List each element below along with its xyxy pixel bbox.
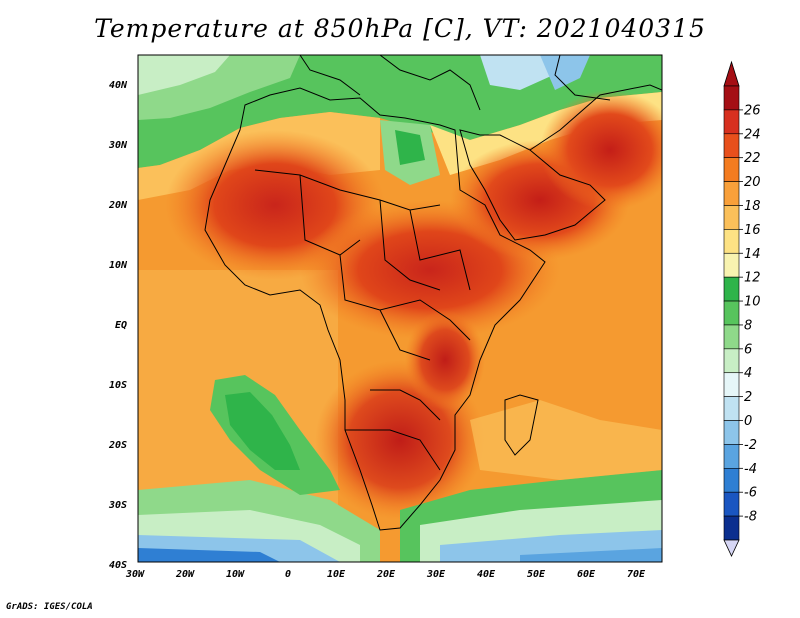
lon-label-20w: 20W	[175, 569, 195, 580]
colorbar-swatch	[723, 229, 740, 254]
lat-label-40n: 40N	[109, 80, 128, 91]
colorbar-label: 6	[744, 342, 752, 357]
colorbar-label: 24	[744, 127, 761, 142]
colorbar-swatch	[723, 252, 740, 278]
colorbar-swatch	[723, 444, 740, 469]
lon-label-30w: 30W	[125, 569, 145, 580]
temperature-field	[138, 55, 662, 562]
map-title: Temperature at 850hPa [C], VT: 202104031…	[94, 14, 706, 43]
colorbar-lower-arrow	[723, 539, 740, 557]
colorbar-label: 22	[744, 151, 761, 166]
lon-label-30e: 30E	[426, 569, 446, 580]
colorbar-label: 4	[744, 366, 752, 381]
colorbar-swatch	[723, 133, 740, 158]
colorbar-swatch	[723, 396, 740, 421]
colorbar-label: -6	[744, 486, 757, 501]
colorbar-label: 8	[744, 318, 752, 333]
colorbar-upper-arrow	[723, 60, 740, 87]
colorbar-label: 2	[744, 390, 752, 405]
lat-label-30s: 30S	[108, 500, 127, 511]
lat-label-40s: 40S	[109, 560, 127, 571]
colorbar-swatch	[723, 420, 740, 445]
colorbar-swatch	[723, 324, 740, 350]
lon-label-70e: 70E	[627, 569, 646, 580]
lon-label-0: 0	[285, 569, 291, 580]
colorbar-label: -4	[744, 462, 757, 477]
lon-axis: 30W 20W 10W 0 10E 20E 30E 40E 50E 60E 70…	[125, 569, 646, 580]
colorbar-swatch	[723, 109, 740, 135]
colorbar-label: -2	[744, 438, 757, 453]
lat-label-10n: 10N	[109, 260, 128, 271]
colorbar-label: 16	[744, 223, 761, 238]
map-frame	[137, 54, 663, 563]
lat-label-20s: 20S	[108, 440, 127, 451]
colorbar-swatch	[723, 205, 740, 230]
colorbar-label: 12	[744, 271, 761, 286]
lon-label-60e: 60E	[577, 569, 596, 580]
colorbar-label: 20	[744, 175, 761, 190]
lat-axis: 40N 30N 20N 10N EQ 10S 20S 30S 40S	[108, 80, 128, 571]
colorbar-swatch	[723, 85, 740, 111]
colorbar-label: 26	[744, 103, 761, 118]
colorbar-swatch	[723, 515, 740, 541]
colorbar-swatch	[723, 348, 740, 374]
colorbar-label: 0	[744, 414, 752, 429]
colorbar-label: 18	[744, 199, 761, 214]
lon-label-10w: 10W	[226, 569, 245, 580]
lat-label-30n: 30N	[108, 140, 128, 151]
lat-label-10s: 10S	[109, 380, 127, 391]
colorbar-label: 14	[744, 247, 761, 262]
colorbar-swatch	[723, 181, 740, 206]
colorbar-swatch	[723, 276, 740, 302]
coastlines	[204, 55, 662, 531]
colorbar-label: -8	[744, 510, 757, 525]
lon-label-50e: 50E	[527, 569, 546, 580]
colorbar-swatch	[723, 491, 740, 517]
lon-label-10e: 10E	[327, 569, 346, 580]
grads-credit: GrADS: IGES/COLA	[6, 602, 93, 612]
colorbar-swatch	[723, 300, 740, 326]
colorbar-swatch	[723, 372, 740, 397]
colorbar-label: 10	[744, 295, 761, 310]
lat-label-eq: EQ	[115, 320, 127, 331]
colorbar-swatch	[723, 157, 740, 182]
colorbar-swatch	[723, 468, 740, 493]
lon-label-20e: 20E	[376, 569, 396, 580]
lon-label-40e: 40E	[477, 569, 496, 580]
lat-label-20n: 20N	[108, 200, 128, 211]
